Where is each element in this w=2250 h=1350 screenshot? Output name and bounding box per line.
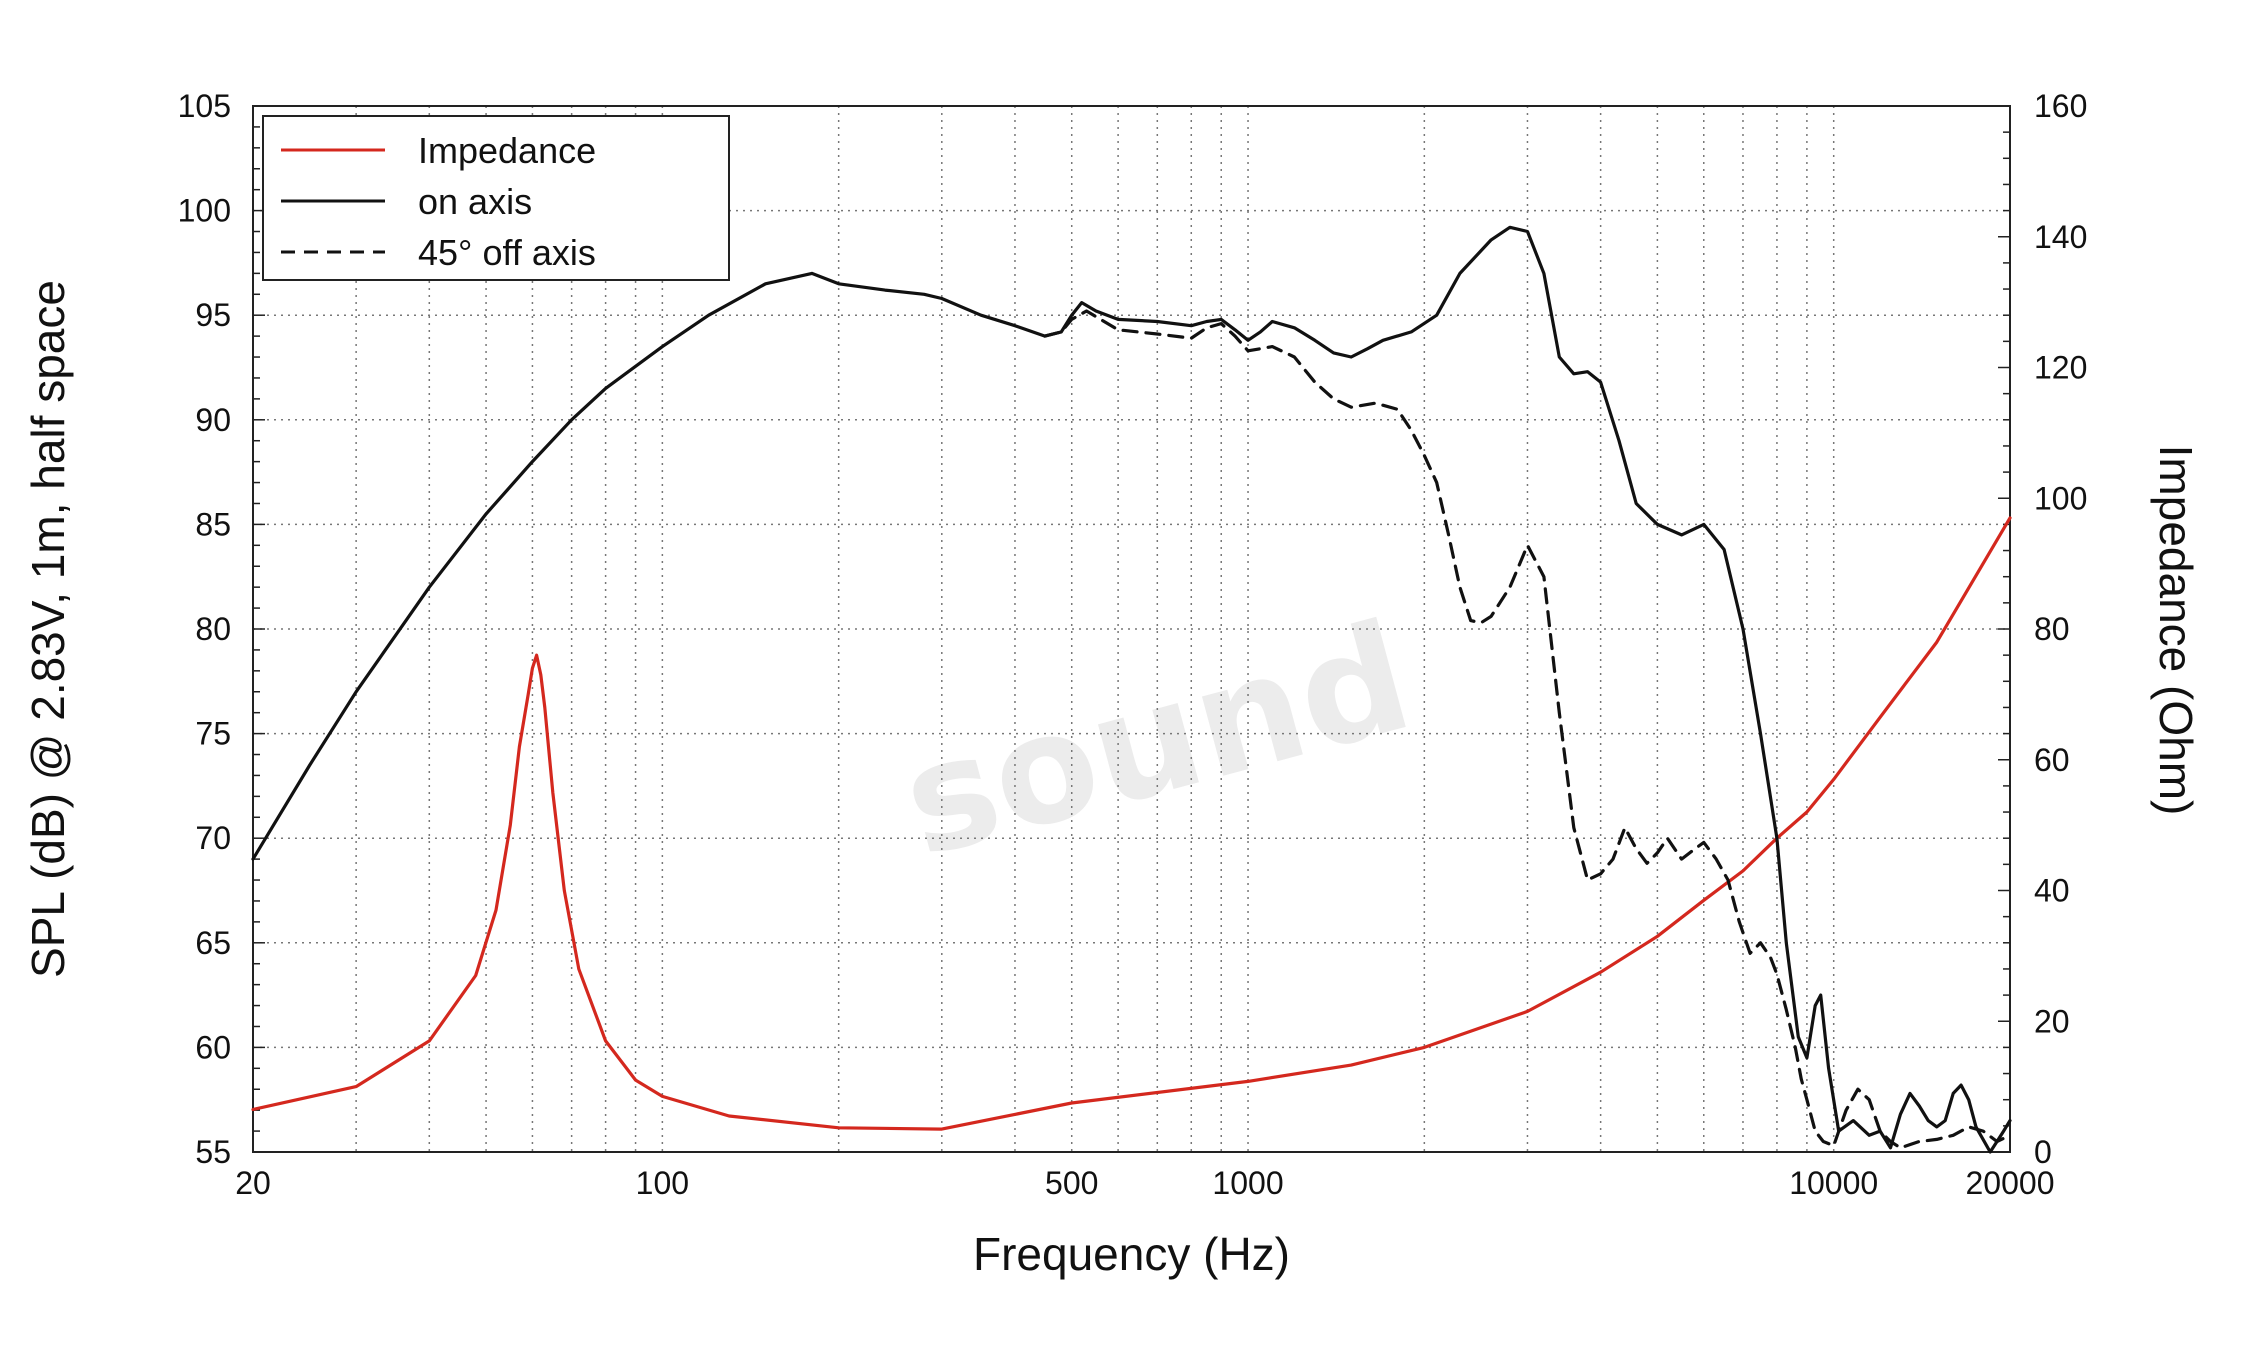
y2-tick-label: 100 (2034, 480, 2087, 516)
legend-label-off-axis: 45° off axis (418, 232, 596, 273)
y2-axis-title: Impedance (Ohm) (2150, 445, 2202, 816)
y2-tick-label: 80 (2034, 611, 2070, 647)
y2-tick-label: 60 (2034, 742, 2070, 778)
y2-tick-label: 120 (2034, 350, 2087, 386)
y-tick-label: 80 (195, 611, 231, 647)
series (251, 225, 2012, 1154)
y-tick-label: 55 (195, 1134, 231, 1170)
y2-tick-label: 0 (2034, 1134, 2052, 1170)
x-tick-label: 1000 (1212, 1165, 1283, 1201)
y-tick-label: 70 (195, 820, 231, 856)
y-tick-label: 85 (195, 506, 231, 542)
y2-tick-label: 160 (2034, 88, 2087, 124)
y-tick-label: 100 (178, 193, 231, 229)
y-tick-labels: 55 60 65 70 75 80 85 90 95 100 105 (178, 88, 231, 1170)
series-line-45-off-axis (1043, 309, 2012, 1150)
y2-tick-labels: 0 20 40 60 80 100 120 140 160 (2034, 88, 2087, 1170)
series-line-on-axis (251, 225, 2012, 1154)
y-tick-label: 60 (195, 1029, 231, 1065)
watermark: sound (886, 590, 1427, 891)
y2-tick-label: 140 (2034, 219, 2087, 255)
legend-box (262, 115, 730, 281)
x-tick-label: 10000 (1789, 1165, 1878, 1201)
y-axis-title: SPL (dB) @ 2.83V, 1m, half space (22, 280, 74, 978)
grid (253, 106, 2010, 1152)
legend-label-on-axis: on axis (418, 181, 532, 222)
y-tick-label: 65 (195, 925, 231, 961)
x-axis-title: Frequency (Hz) (973, 1228, 1290, 1280)
x-tick-label: 20000 (1966, 1165, 2055, 1201)
legend-label-impedance: Impedance (418, 130, 596, 171)
y-tick-label: 90 (195, 402, 231, 438)
x-tick-label: 500 (1045, 1165, 1098, 1201)
x-tick-label: 100 (636, 1165, 689, 1201)
plot-frame (252, 105, 2011, 1153)
legend: Impedance on axis 45° off axis (262, 115, 730, 281)
y-tick-label: 95 (195, 297, 231, 333)
x-tick-labels: 20 100 500 1000 10000 20000 (235, 1165, 2054, 1201)
series-line-impedance (251, 516, 2012, 1131)
y2-tick-label: 20 (2034, 1003, 2070, 1039)
watermark-text: sound (886, 590, 1427, 891)
y2-tick-label: 40 (2034, 873, 2070, 909)
y-tick-label: 75 (195, 716, 231, 752)
x-tick-label: 20 (235, 1165, 271, 1201)
y-tick-label: 105 (178, 88, 231, 124)
